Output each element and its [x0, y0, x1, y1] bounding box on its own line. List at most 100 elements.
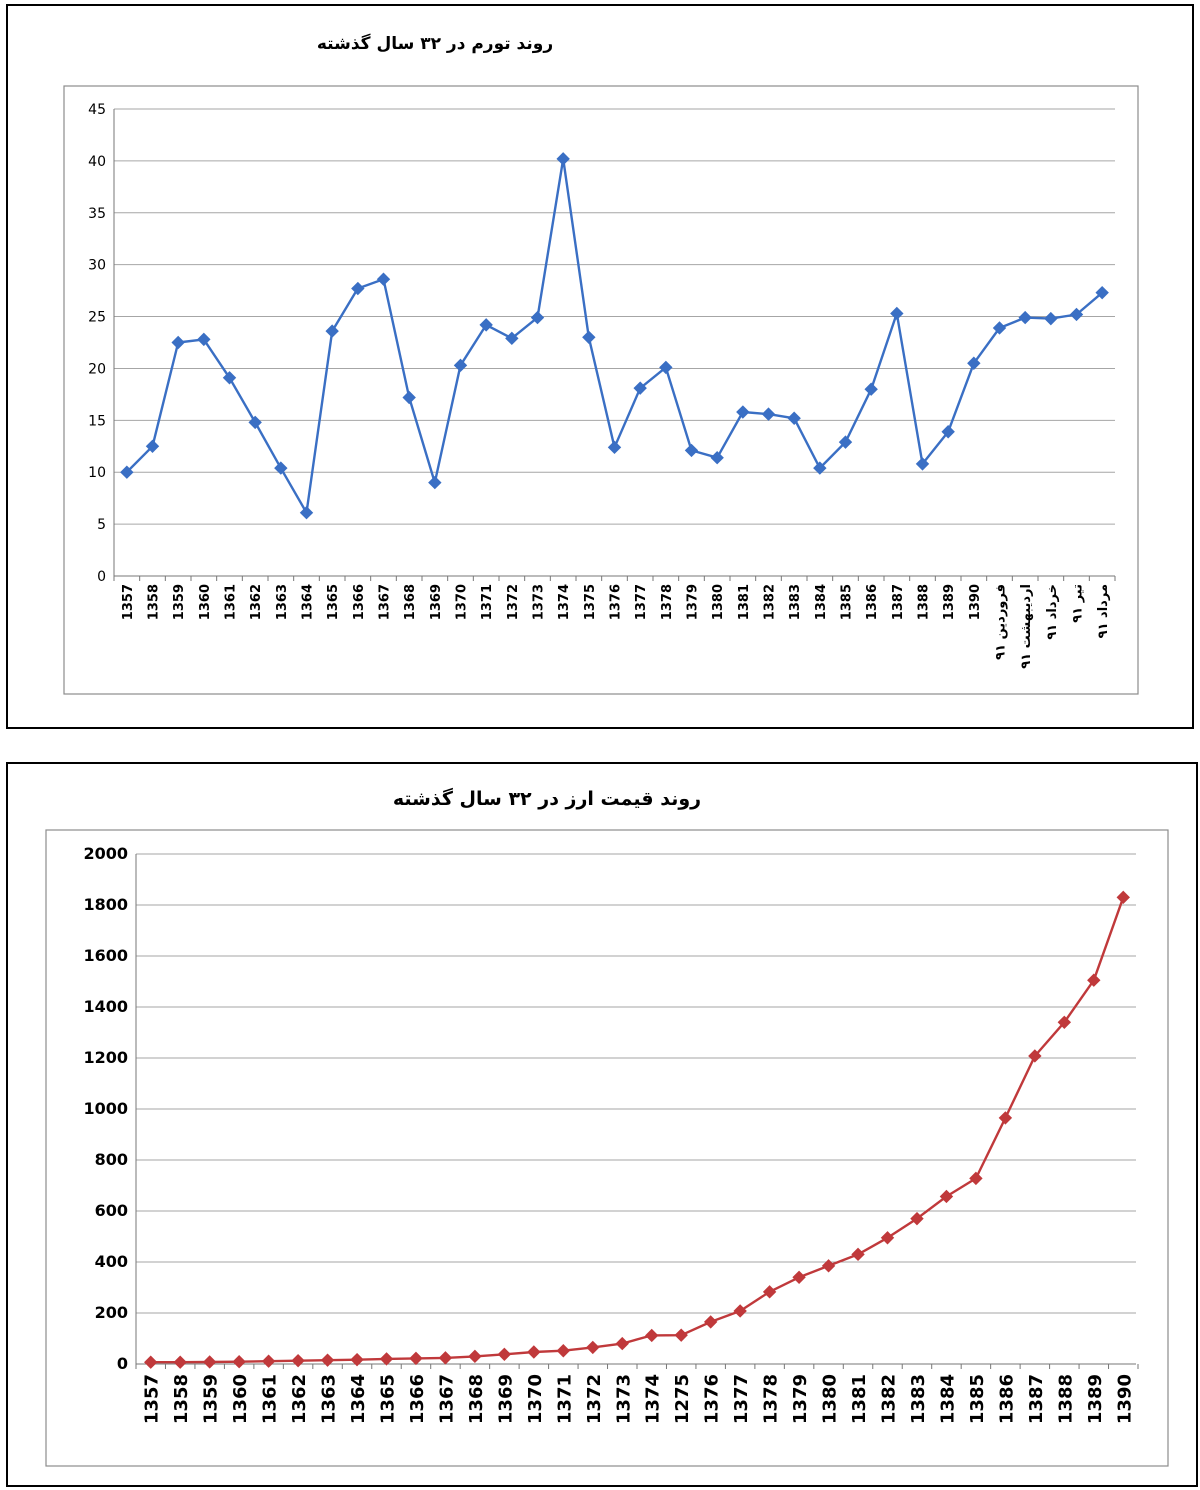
- inflation-x-tick-label: 1366: [352, 584, 367, 620]
- inflation-data-point: [1069, 307, 1084, 322]
- inflation-y-tick-label: 20: [88, 361, 106, 377]
- exchange-rate-data-point: [409, 1351, 423, 1366]
- inflation-y-tick-label: 25: [88, 310, 106, 326]
- exchange-rate-data-point: [703, 1315, 718, 1329]
- exchange-rate-data-point: [173, 1355, 187, 1369]
- inflation-data-point: [813, 461, 827, 475]
- exchange-rate-data-point: [527, 1345, 541, 1359]
- inflation-x-tick-label: 1384: [814, 584, 829, 620]
- inflation-x-tick-label: 1363: [275, 584, 290, 620]
- inflation-x-tick-label: 1377: [634, 584, 649, 620]
- inflation-data-point: [736, 405, 750, 419]
- exchange-rate-data-point: [379, 1352, 394, 1366]
- inflation-x-tick-label: خرداد ۹۱: [1045, 584, 1060, 640]
- inflation-x-tick-label: 1369: [429, 584, 444, 620]
- exchange-rate-x-tick-label: 1275: [672, 1374, 693, 1424]
- inflation-data-point: [197, 332, 211, 347]
- exchange-rate-x-tick-label: 1359: [201, 1374, 222, 1424]
- inflation-data-point: [710, 450, 724, 465]
- exchange-rate-x-tick-label: 1385: [967, 1374, 988, 1424]
- inflation-chart-panel: روند تورم در ۳۲ سال گذشته 0 5 10 15 20 25 30 35…: [6, 4, 1194, 729]
- exchange-rate-x-tick-label: 1380: [820, 1374, 841, 1424]
- inflation-data-point: [992, 321, 1007, 335]
- inflation-data-point: [428, 475, 442, 490]
- exchange-rate-x-tick-label: 1369: [495, 1374, 516, 1424]
- inflation-data-point: [659, 360, 673, 375]
- exchange-rate-chart-svg: 0 200 400 600 800 1000 1200 1400 1600 1800 2000 135…: [45, 829, 1169, 1467]
- inflation-x-tick-label: 1368: [403, 584, 418, 620]
- exchange-rate-data-point: [645, 1328, 659, 1343]
- inflation-x-tick-label: 1359: [172, 584, 187, 620]
- inflation-y-tick-label: 5: [97, 517, 106, 533]
- exchange-rate-chart-title: روند قیمت ارز در ۳۲ سال گذشته: [392, 788, 702, 810]
- inflation-y-tick-label: 35: [88, 206, 106, 222]
- exchange-rate-data-point: [910, 1211, 924, 1226]
- inflation-data-point: [761, 407, 776, 421]
- inflation-data-point: [941, 425, 955, 439]
- exchange-rate-y-tick-label: 1600: [83, 946, 128, 965]
- exchange-rate-data-point: [851, 1247, 865, 1262]
- inflation-y-tick-label: 45: [88, 102, 106, 118]
- exchange-rate-data-point: [320, 1353, 335, 1367]
- exchange-rate-y-tick-label: 200: [95, 1303, 128, 1322]
- exchange-rate-data-point: [586, 1340, 600, 1355]
- exchange-rate-x-tick-label: 1366: [407, 1374, 428, 1424]
- exchange-rate-y-tick-label: 2000: [83, 844, 128, 863]
- exchange-rate-x-tick-label: 1372: [584, 1374, 605, 1424]
- inflation-chart-title: روند تورم در ۳۲ سال گذشته: [316, 34, 554, 54]
- inflation-x-tick-label: 1360: [198, 584, 213, 620]
- exchange-rate-chart-panel: روند قیمت ارز در ۳۲ سال گذشته 0 200 400 600…: [6, 762, 1198, 1487]
- inflation-data-point: [1095, 285, 1109, 300]
- inflation-x-tick-label: اردیبهشت ۹۱: [1019, 584, 1034, 669]
- inflation-data-point: [402, 390, 416, 405]
- inflation-chart-area: [63, 85, 1139, 695]
- exchange-rate-x-tick-label: 1361: [260, 1374, 281, 1424]
- exchange-rate-x-tick-label: 1378: [761, 1374, 782, 1424]
- exchange-rate-data-point: [733, 1304, 747, 1318]
- exchange-rate-y-tick-label: 600: [95, 1201, 128, 1220]
- inflation-data-point: [171, 335, 185, 350]
- exchange-rate-y-tick-label: 0: [117, 1354, 128, 1373]
- exchange-rate-x-tick-label: 1381: [849, 1374, 870, 1424]
- exchange-rate-x-tick-label: 1362: [289, 1374, 310, 1424]
- inflation-x-tick-label: 1364: [301, 584, 316, 620]
- inflation-data-point: [145, 439, 160, 453]
- exchange-rate-x-tick-label: 1376: [702, 1374, 723, 1424]
- inflation-data-point: [120, 465, 134, 479]
- inflation-data-point: [453, 358, 468, 373]
- exchange-rate-x-tick-label: 1387: [1026, 1374, 1047, 1424]
- inflation-data-point: [890, 306, 904, 321]
- exchange-rate-data-point: [1116, 890, 1130, 905]
- inflation-data-point: [838, 435, 853, 449]
- exchange-rate-y-tick-label: 400: [95, 1252, 128, 1271]
- exchange-rate-data-point: [468, 1349, 482, 1364]
- inflation-x-tick-label: تیر ۹۱: [1071, 584, 1086, 623]
- inflation-x-tick-label: 1370: [455, 584, 470, 620]
- inflation-x-tick-label: 1367: [378, 584, 393, 620]
- exchange-rate-x-tick-label: 1374: [643, 1374, 664, 1424]
- exchange-rate-data-point: [1028, 1049, 1042, 1063]
- inflation-chart-svg: 0 5 10 15 20 25 30 35 40 45 1357 1358 1359 1360 1361 13…: [63, 85, 1139, 695]
- exchange-rate-data-point: [202, 1355, 217, 1369]
- exchange-rate-data-point: [762, 1285, 777, 1299]
- inflation-series-line: [125, 157, 1103, 514]
- inflation-x-tick-label: مرداد ۹۱: [1096, 584, 1111, 638]
- exchange-rate-data-point: [497, 1347, 512, 1362]
- inflation-data-point: [325, 324, 339, 338]
- inflation-x-tick-label: 1382: [763, 584, 778, 620]
- inflation-y-tick-label: 40: [88, 154, 106, 170]
- inflation-y-tick-label: 10: [88, 465, 106, 481]
- inflation-x-tick-label: 1390: [968, 584, 983, 620]
- inflation-x-tick-label: 1388: [917, 584, 932, 620]
- exchange-rate-x-tick-label: 1368: [466, 1374, 487, 1424]
- inflation-data-point: [582, 330, 596, 345]
- inflation-x-tick-label: 1386: [865, 584, 880, 620]
- inflation-data-point: [351, 281, 365, 296]
- inflation-x-tick-label: 1385: [840, 584, 855, 620]
- exchange-rate-x-tick-label: 1364: [348, 1374, 369, 1424]
- exchange-rate-data-point: [1057, 1015, 1072, 1030]
- exchange-rate-x-tick-label: 1365: [378, 1374, 399, 1424]
- inflation-data-point: [248, 415, 262, 430]
- inflation-y-tick-label: 0: [97, 569, 106, 585]
- exchange-rate-data-point: [144, 1355, 158, 1369]
